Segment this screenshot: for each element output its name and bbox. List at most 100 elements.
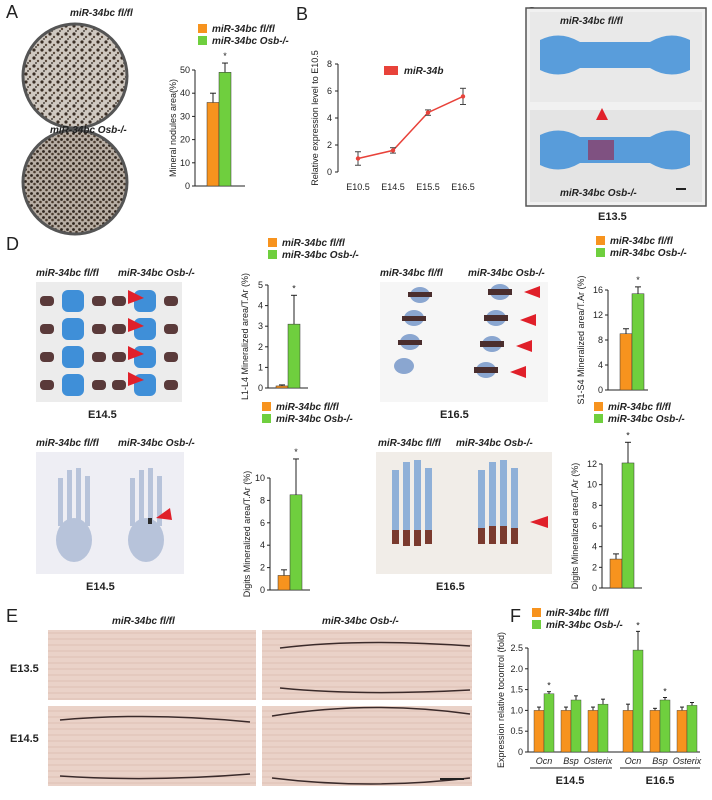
f-legend-swatch-osb (532, 620, 541, 629)
D3-significance: * (294, 447, 298, 457)
D1-ytick-label-5: 5 (258, 280, 263, 290)
D2-bar-1 (631, 293, 645, 391)
D3-ytick-label-0: 0 (260, 585, 265, 595)
f-legend-label-osb: miR-34bc Osb-/- (546, 620, 623, 631)
a-legend-label-fl: miR-34bc fl/fl (212, 24, 275, 35)
b-legend-swatch (384, 66, 398, 75)
D3-bar-1 (289, 494, 303, 591)
d2-arrow-icons (510, 286, 540, 378)
f-significance-3: * (636, 620, 640, 630)
e-row-e145: E14.5 (10, 733, 39, 745)
b-ytick-label-3: 6 (327, 86, 332, 96)
D2-ytick-label-3: 12 (593, 310, 603, 320)
D4-ytick-label-2: 4 (592, 542, 597, 552)
D2-ytick-label-0: 0 (598, 385, 603, 395)
d1-legend-swatch-fl (268, 238, 277, 247)
d3-legend-label-osb: miR-34bc Osb-/- (276, 414, 353, 425)
D1-ytick-label-3: 3 (258, 321, 263, 331)
b-y-label: Relative expression level to E10.5 (310, 50, 320, 186)
f-bar-5-1 (686, 705, 698, 753)
D4-ytick-label-6: 12 (587, 459, 597, 469)
c-mineralized-spot (588, 140, 614, 160)
d2-label-osb: miR-34bc Osb-/- (468, 268, 545, 279)
d4-legend-label-osb: miR-34bc Osb-/- (608, 414, 685, 425)
f-xtick-label-1: Bsp (563, 756, 579, 766)
d1-label-fl: miR-34bc fl/fl (36, 268, 99, 279)
f-bar-0-0 (533, 710, 545, 753)
f-ytick-label-0: 0 (518, 747, 523, 757)
b-point-2 (425, 110, 431, 115)
A-ytick-label-2: 20 (180, 135, 190, 145)
d1-legend-swatch-osb (268, 250, 277, 259)
f-bar-1-0 (560, 710, 572, 753)
A-ytick-label-3: 30 (180, 111, 190, 121)
f-ytick-label-4: 2.0 (510, 664, 523, 674)
D3-ytick-label-1: 2 (260, 563, 265, 573)
D2-bar-0 (619, 333, 633, 391)
a-label-fl: miR-34bc fl/fl (70, 8, 133, 19)
D1-significance: * (292, 283, 296, 293)
f-ytick-label-1: 0.5 (510, 726, 523, 736)
d3-label-osb: miR-34bc Osb-/- (118, 438, 195, 449)
panel-label-e: E (6, 606, 19, 626)
d2-legend-label-osb: miR-34bc Osb-/- (610, 248, 687, 259)
b-ytick-label-0: 0 (327, 167, 332, 177)
d4-arrow-icon (530, 516, 548, 528)
f-xtick-label-2: Osterix (584, 756, 613, 766)
a-legend-label-osb: miR-34bc Osb-/- (212, 36, 289, 47)
d3-hands (56, 468, 164, 562)
A-significance: * (223, 51, 227, 61)
d4-mineral-bands (392, 526, 518, 546)
D3-ytick-label-4: 8 (260, 495, 265, 505)
D1-bar-0 (275, 385, 289, 389)
b-xtick-label-1: E14.5 (381, 182, 405, 192)
f-legend-swatch-fl (532, 608, 541, 617)
D1-ytick-label-1: 1 (258, 362, 263, 372)
d3-legend-label-fl: miR-34bc fl/fl (276, 402, 339, 413)
f-xtick-label-0: Ocn (536, 756, 553, 766)
D2-significance: * (636, 275, 640, 285)
D3-ytick-label-2: 4 (260, 540, 265, 550)
d3-legend-swatch-fl (262, 402, 271, 411)
f-bar-3-0 (622, 710, 634, 753)
d4-legend-label-fl: miR-34bc fl/fl (608, 402, 671, 413)
A-bar-0 (206, 102, 220, 187)
c-bone-fl (540, 35, 690, 75)
A-ytick-label-0: 0 (185, 181, 190, 191)
D3-ytick-label-3: 6 (260, 518, 265, 528)
e-row-e135: E13.5 (10, 663, 39, 675)
b-point-1 (390, 148, 396, 153)
d2-label-fl: miR-34bc fl/fl (380, 268, 443, 279)
b-xtick-label-3: E16.5 (451, 182, 475, 192)
f-bar-1-1 (570, 699, 582, 753)
f-legend-label-fl: miR-34bc fl/fl (546, 608, 609, 619)
dish-osb (21, 128, 129, 236)
b-ytick-label-2: 4 (327, 113, 332, 123)
d2-mineral-bands (398, 289, 512, 373)
c-label-fl: miR-34bc fl/fl (560, 16, 623, 27)
d3-legend-swatch-osb (262, 414, 271, 423)
D3-bar-0 (277, 575, 291, 591)
b-point-0 (355, 156, 361, 161)
b-xtick-label-0: E10.5 (346, 182, 370, 192)
f-xtick-label-4: Bsp (652, 756, 668, 766)
d1-legend-label-fl: miR-34bc fl/fl (282, 238, 345, 249)
f-significance-0: * (547, 681, 551, 691)
e-image-osb-e145 (262, 706, 472, 786)
D4-ytick-label-1: 2 (592, 562, 597, 572)
D4-bar-1 (621, 462, 635, 589)
e-image-fl-e135 (48, 630, 256, 700)
D4-significance: * (626, 430, 630, 440)
d1-ribs (40, 296, 178, 390)
f-ytick-label-5: 2.5 (510, 643, 523, 653)
D4-ytick-label-4: 8 (592, 500, 597, 510)
c-stage: E13.5 (598, 211, 627, 223)
D3-ytick-label-5: 10 (255, 473, 265, 483)
f-bar-3-1 (632, 649, 644, 753)
D4-ytick-label-0: 0 (592, 583, 597, 593)
d2-legend-swatch-osb (596, 248, 605, 257)
D2-y-label: S1-S4 Mineralized area/T.Ar (%) (576, 275, 586, 404)
f-bar-5-0 (676, 710, 688, 753)
